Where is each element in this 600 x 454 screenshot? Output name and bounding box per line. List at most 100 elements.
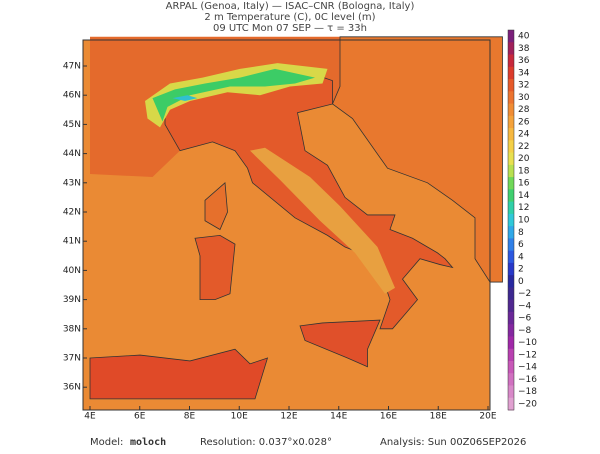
colorbar-swatch bbox=[508, 238, 514, 252]
colorbar-label: 6 bbox=[518, 240, 524, 250]
colorbar-swatch bbox=[508, 79, 514, 92]
lon-tick-label: 12E bbox=[280, 412, 297, 422]
colorbar-label: −8 bbox=[518, 326, 532, 336]
colorbar-label: 32 bbox=[518, 81, 529, 91]
colorbar-label: −2 bbox=[518, 289, 531, 299]
header-line: ARPAL (Genoa, Italy) — ISAC–CNR (Bologna… bbox=[166, 1, 415, 12]
colorbar-swatch bbox=[508, 287, 514, 301]
colorbar-label: 24 bbox=[518, 130, 530, 140]
header-line: 09 UTC Mon 07 SEP — τ = 33h bbox=[213, 23, 367, 34]
colorbar-swatch bbox=[508, 336, 514, 350]
colorbar-label: 10 bbox=[518, 216, 530, 226]
colorbar-swatch bbox=[508, 275, 514, 288]
lat-tick-label: 46N bbox=[63, 91, 81, 101]
colorbar-label: −18 bbox=[518, 387, 537, 397]
colorbar-label: −20 bbox=[518, 399, 537, 409]
colorbar-swatch bbox=[508, 128, 514, 141]
colorbar-swatch bbox=[508, 311, 514, 325]
colorbar-label: −4 bbox=[518, 301, 532, 311]
map bbox=[83, 36, 503, 410]
colorbar-label: 36 bbox=[518, 56, 530, 66]
lon-tick-label: 10E bbox=[231, 412, 248, 422]
lat-tick-label: 41N bbox=[63, 237, 81, 247]
lat-tick-label: 36N bbox=[63, 383, 81, 393]
colorbar-swatch bbox=[508, 91, 514, 105]
lat-tick-label: 40N bbox=[63, 266, 81, 276]
colorbar-label: 2 bbox=[518, 265, 524, 275]
alps-cyan bbox=[172, 95, 198, 102]
colorbar-swatch bbox=[508, 189, 514, 203]
footer-analysis: Analysis: Sun 00Z06SEP2026 bbox=[380, 437, 526, 448]
footer-model: moloch bbox=[130, 437, 166, 448]
colorbar-swatch bbox=[508, 250, 514, 264]
colorbar-swatch bbox=[508, 348, 514, 362]
colorbar-label: 34 bbox=[518, 68, 530, 78]
colorbar-swatch bbox=[508, 66, 514, 80]
colorbar-label: −14 bbox=[518, 363, 537, 373]
colorbar-label: −12 bbox=[518, 350, 537, 360]
footer-model-label: Model: bbox=[90, 437, 123, 448]
colorbar-label: 38 bbox=[518, 44, 530, 54]
land-balkans bbox=[332, 36, 503, 283]
colorbar-swatch bbox=[508, 42, 514, 56]
lon-tick-label: 20E bbox=[479, 412, 496, 422]
lat-tick-label: 44N bbox=[63, 149, 81, 159]
colorbar-swatch bbox=[508, 397, 514, 411]
colorbar-swatch bbox=[508, 177, 514, 190]
colorbar-label: 4 bbox=[518, 252, 524, 262]
map-frame bbox=[82, 39, 491, 411]
colorbar-swatch bbox=[508, 103, 514, 117]
colorbar-swatch bbox=[508, 385, 514, 399]
lon-tick-label: 4E bbox=[84, 412, 96, 422]
lat-tick-label: 38N bbox=[63, 324, 81, 334]
alps-green bbox=[152, 68, 315, 122]
colorbar-swatch bbox=[508, 324, 514, 337]
lon-tick-label: 18E bbox=[430, 412, 447, 422]
land-sicily bbox=[299, 319, 381, 368]
colorbar-label: 22 bbox=[518, 142, 529, 152]
colorbar-swatch bbox=[508, 213, 514, 227]
colorbar-swatch bbox=[508, 152, 514, 166]
colorbar-label: 28 bbox=[518, 105, 530, 115]
lat-tick-label: 39N bbox=[63, 295, 81, 305]
lat-tick-label: 45N bbox=[63, 120, 81, 130]
colorbar-swatch bbox=[508, 30, 514, 43]
colorbar-label: −16 bbox=[518, 375, 537, 385]
lat-tick-label: 47N bbox=[63, 62, 81, 72]
colorbar-label: 30 bbox=[518, 93, 530, 103]
colorbar-swatch bbox=[508, 299, 514, 313]
header-line: 2 m Temperature (C), 0C level (m) bbox=[204, 12, 375, 23]
lon-tick-label: 6E bbox=[134, 412, 146, 422]
colorbar-label: 20 bbox=[518, 154, 530, 164]
lat-tick-label: 37N bbox=[63, 354, 81, 364]
colorbar-label: 26 bbox=[518, 117, 530, 127]
land-sardinia bbox=[194, 234, 236, 301]
colorbar-label: −10 bbox=[518, 338, 537, 348]
colorbar-swatch bbox=[508, 54, 514, 68]
colorbar-label: 40 bbox=[518, 32, 530, 42]
colorbar-label: 18 bbox=[518, 166, 530, 176]
colorbar-label: 0 bbox=[518, 277, 524, 287]
colorbar-swatch bbox=[508, 140, 514, 154]
lon-tick-label: 14E bbox=[330, 412, 347, 422]
footer-resolution: Resolution: 0.037°x0.028° bbox=[200, 437, 332, 448]
colorbar-swatch bbox=[508, 373, 514, 386]
land-africa bbox=[89, 348, 269, 400]
land-corsica bbox=[204, 181, 228, 231]
colorbar-swatch bbox=[508, 262, 514, 276]
colorbar-label: 12 bbox=[518, 203, 529, 213]
colorbar-swatch bbox=[508, 226, 514, 239]
apennines bbox=[250, 147, 395, 294]
lat-tick-label: 42N bbox=[63, 208, 81, 218]
colorbar-swatch bbox=[508, 360, 514, 374]
colorbar-label: 8 bbox=[518, 228, 524, 238]
colorbar-swatch bbox=[508, 201, 514, 215]
colorbar-label: −6 bbox=[518, 314, 532, 324]
lon-tick-label: 8E bbox=[184, 412, 196, 422]
colorbar-swatch bbox=[508, 115, 514, 129]
colorbar-swatch bbox=[508, 164, 514, 178]
lat-tick-label: 43N bbox=[63, 178, 81, 188]
colorbar-frame bbox=[507, 29, 515, 411]
colorbar-label: 16 bbox=[518, 179, 530, 189]
